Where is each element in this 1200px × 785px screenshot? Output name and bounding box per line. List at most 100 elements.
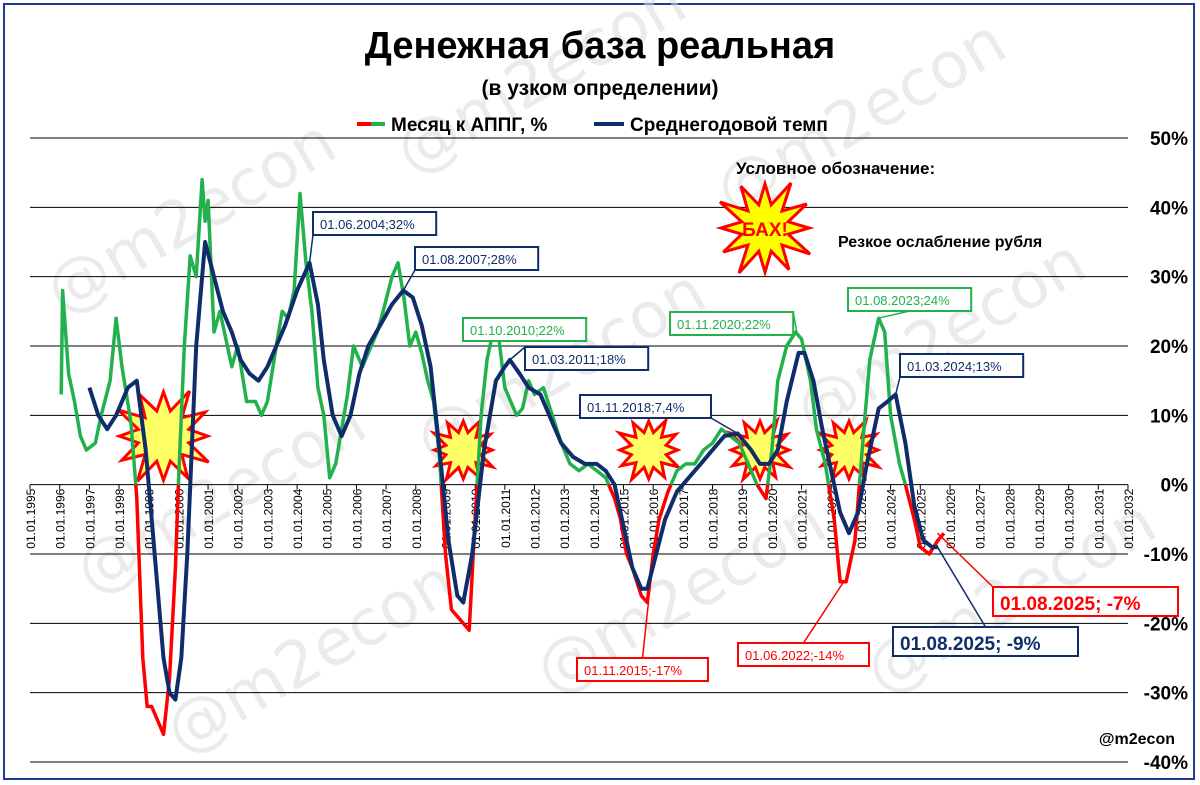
x-tick-label: 01.01.2018 [707,488,721,548]
x-tick-label: 01.01.2004 [291,488,305,548]
legend-note-burst [715,178,815,278]
x-tick-label: 01.01.2020 [766,488,780,548]
annotation-box [579,394,712,419]
y-tick-label: 20% [1150,337,1188,358]
x-tick-label: 01.01.2026 [944,488,958,548]
legend-note-burst-text: БАХ! [742,220,788,241]
series-monthly-line-positive [59,288,138,485]
annotation-label: 01.11.2018;7,4% [587,400,685,415]
x-tick-label: 01.01.2006 [350,488,364,548]
x-tick-label: 01.01.2021 [796,488,810,548]
series-monthly-line-positive [669,427,759,486]
annotation-leader [802,581,845,644]
annotation-label: 01.10.2010;22% [470,323,565,338]
y-tick-label: -30% [1144,684,1188,705]
y-tick-label: -40% [1144,753,1188,774]
annotation-box [847,287,973,312]
x-tick-label: 01.01.2032 [1122,488,1136,548]
gridlines: 50% 40% 30% 20% 10% 0% -10% -20% -30% -40% [30,129,1188,774]
x-tick-label: 01.01.2005 [321,488,335,548]
chart-subtitle: (в узком определении) [482,77,719,100]
x-tick-label: 01.01.1996 [54,488,68,548]
credit-label: @m2econ [1099,731,1175,748]
annotation-leader [936,532,994,588]
annotation-label: 01.06.2022;-14% [745,648,844,663]
legend-note: Условное обозначение: БАХ! Резкое ослаблен… [715,159,1042,278]
x-tick-label: 01.01.2024 [885,488,899,548]
annotation-leader [936,546,987,628]
x-tick-label: 01.01.2003 [261,488,275,548]
series-average-line [87,240,939,702]
y-tick-label: 30% [1150,268,1188,289]
series-monthly-line-negative [755,483,770,501]
annotation-box [576,657,709,682]
annotation-leader [509,346,526,361]
x-tick-label: 01.01.2007 [380,488,394,548]
x-tick-label: 01.01.1995 [24,488,38,548]
x-tick-label: 01.01.2001 [202,488,216,548]
series-monthly-line-negative [134,484,181,737]
x-tick-label: 01.01.2015 [618,488,632,548]
annotation-box [462,317,588,342]
x-tick-label: 01.01.2031 [1092,488,1106,548]
annotation-leader [402,269,416,291]
annotation-box [669,311,795,336]
annotation-label: 01.11.2015;-17% [584,663,682,678]
y-tick-label: 0% [1161,476,1189,497]
annotation-box [892,626,1079,657]
x-tick-label: 01.01.2028 [1003,488,1017,548]
annotation-leader [894,376,901,395]
annotation-label: 01.06.2004;32% [320,217,415,232]
annotation-label: 01.03.2011;18% [532,352,626,367]
annotation-label: 01.08.2023;24% [855,293,950,308]
annotation-leader [877,310,910,319]
annotation-box [524,346,650,371]
x-tick-label: 01.01.2017 [677,488,691,548]
annotation-leader [308,234,314,263]
crisis-burst [814,415,884,485]
x-tick-label: 01.01.2013 [558,488,572,548]
x-tick-label: 01.01.2019 [736,488,750,548]
crisis-burst [614,415,684,485]
annotation-label: 01.08.2025; -7% [1000,594,1141,615]
x-tick-label: 01.01.1998 [113,488,127,548]
annotation-label: 01.03.2024;13% [907,359,1002,374]
annotation-box [992,586,1179,617]
annotations: 01.06.2004;32% 01.08.2007;28% 01.10.2010;2… [308,211,1179,682]
x-axis: 01.01.1995 01.01.1996 01.01.1997 01.01.1998… [24,484,1136,549]
annotation-leader [641,602,650,659]
annotation-label: 01.11.2020;22% [677,317,771,332]
y-tick-label: -10% [1144,545,1188,566]
series-monthly-line-negative [903,484,946,556]
annotation-box [312,211,438,236]
x-tick-label: 01.01.2012 [528,488,542,548]
annotation-box [414,246,540,271]
x-tick-label: 01.01.2011 [499,488,513,547]
legend-label-average: Среднегодовой темп [630,115,828,136]
annotation-leader [710,417,738,435]
x-tick-label: 01.01.2002 [232,488,246,548]
crisis-burst [428,415,498,485]
annotation-box [737,642,870,667]
y-tick-label: 10% [1150,406,1188,427]
y-tick-label: 40% [1150,198,1188,219]
legend-label-monthly: Месяц к АППГ, % [391,115,548,136]
series-monthly-line-positive [765,330,831,485]
chart-title: Денежная база реальная [365,25,835,67]
legend-note-title: Условное обозначение: [736,159,935,178]
x-tick-label: 01.01.2008 [410,488,424,548]
x-tick-label: 01.01.2029 [1033,488,1047,548]
annotation-box [899,353,1025,378]
legend: Месяц к АППГ, % Среднегодовой темп [357,115,828,136]
series-monthly-line-positive [857,316,908,486]
y-tick-label: 50% [1150,129,1188,150]
crisis-bursts [114,387,884,485]
x-tick-label: 01.01.2014 [588,488,602,548]
x-tick-label: 01.01.2027 [974,488,988,548]
legend-note-text: Резкое ослабление рубля [838,234,1042,251]
annotation-label: 01.08.2025; -9% [900,634,1041,655]
annotation-label: 01.08.2007;28% [422,252,517,267]
y-tick-label: -20% [1144,614,1188,635]
x-tick-label: 01.01.2030 [1063,488,1077,548]
